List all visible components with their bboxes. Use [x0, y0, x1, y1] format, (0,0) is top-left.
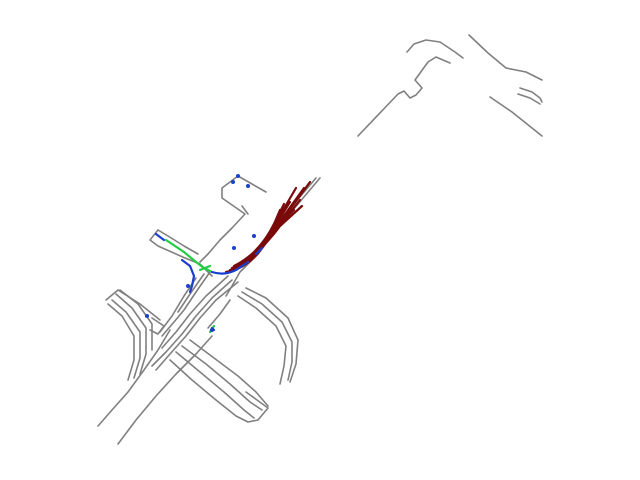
road-lane	[161, 275, 229, 349]
road-lane	[159, 277, 197, 333]
road-edge	[149, 317, 165, 335]
predicted-trajectory	[228, 186, 306, 272]
agent-marker	[186, 284, 190, 288]
road-edge	[519, 87, 543, 103]
road-ramp	[119, 289, 153, 351]
agent-path	[210, 260, 250, 275]
agent-path	[254, 246, 264, 256]
agent-marker	[210, 328, 214, 332]
agent-marker	[232, 246, 236, 250]
agent-path	[154, 232, 166, 242]
road-edge	[117, 335, 213, 445]
agent-marker	[145, 314, 149, 318]
road-network-north-east	[357, 34, 543, 137]
agent-marker	[236, 174, 240, 178]
road-ramp	[111, 299, 141, 379]
road-ramp	[237, 295, 287, 385]
road-lane	[189, 339, 269, 407]
road-edge	[97, 329, 171, 427]
road-edge	[157, 229, 199, 255]
road-edge	[207, 299, 231, 329]
agent-marker	[252, 234, 256, 238]
road-edge	[489, 96, 543, 137]
road-network-interchange	[97, 271, 299, 445]
ego-path	[164, 238, 198, 264]
agent-markers	[145, 174, 256, 332]
ego-path	[198, 264, 212, 272]
road-ramp	[241, 291, 293, 381]
agent-marker	[246, 184, 250, 188]
road-edge	[225, 177, 321, 297]
road-lane	[181, 345, 263, 411]
road-edge	[406, 39, 464, 59]
predicted-trajectory	[232, 202, 286, 268]
road-network-central	[149, 175, 321, 297]
road-edge	[199, 175, 267, 263]
road-ramp	[107, 303, 135, 381]
road-ramp	[245, 287, 299, 383]
road-edge	[357, 56, 451, 137]
road-lane	[151, 279, 233, 367]
road-lane	[169, 359, 269, 423]
agent-paths	[154, 232, 264, 334]
road-edge	[468, 34, 543, 81]
agent-marker	[231, 180, 235, 184]
agent-path	[180, 258, 196, 294]
road-lane	[155, 281, 239, 371]
road-lane	[161, 271, 211, 337]
predicted-trajectory	[224, 186, 298, 274]
road-ramp	[105, 289, 161, 321]
road-lane	[175, 351, 255, 419]
road-edge	[517, 93, 541, 105]
predicted-trajectory	[234, 208, 282, 268]
road-edge	[241, 205, 249, 215]
predicted-trajectories	[224, 180, 312, 274]
road-ramp	[115, 293, 147, 375]
road-lane	[177, 273, 205, 313]
predicted-trajectory	[248, 212, 290, 258]
